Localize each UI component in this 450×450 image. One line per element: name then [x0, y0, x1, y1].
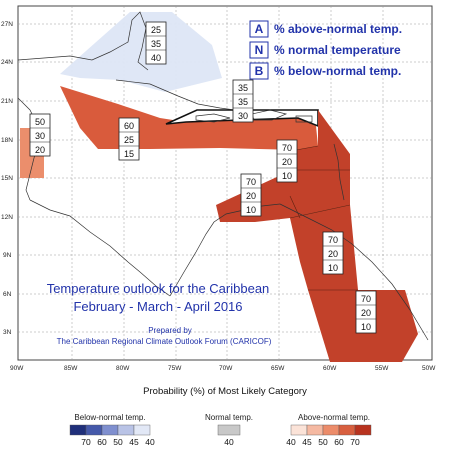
- legend-normal-label: Normal temp.: [205, 413, 253, 422]
- prob-box-bahamas: 25 35 40: [145, 21, 167, 65]
- category-key: A % above-normal temp. N % normal temper…: [249, 20, 402, 80]
- legend-num: 60: [334, 437, 344, 447]
- legend-num: 40: [286, 437, 296, 447]
- legend-num: 70: [81, 437, 91, 447]
- lat-label: 21N: [1, 98, 13, 105]
- legend-below-label: Below-normal temp.: [74, 413, 145, 422]
- prob-above: 70: [282, 143, 292, 153]
- lon-label: 65W: [271, 365, 285, 372]
- lon-label: 70W: [219, 365, 233, 372]
- prob-above: 60: [124, 121, 134, 131]
- legend-num: 60: [97, 437, 107, 447]
- prob-box-greater-antilles: 35 35 30: [232, 79, 254, 123]
- legend-above-label: Above-normal temp.: [298, 413, 370, 422]
- legend-swatch-above-60: [338, 424, 356, 436]
- lat-label: 6N: [3, 291, 12, 298]
- key-n-text: % normal temperature: [274, 43, 401, 57]
- prob-box-western-caribbean: 60 25 15: [118, 117, 140, 161]
- legend-swatch-above-50: [322, 424, 340, 436]
- legend-num: 40: [224, 437, 234, 447]
- legend-swatch-below-50: [101, 424, 119, 436]
- prob-normal: 20: [328, 249, 338, 259]
- prob-box-central-caribbean: 70 20 10: [240, 173, 262, 217]
- lat-label: 24N: [1, 59, 13, 66]
- prob-normal: 30: [35, 131, 45, 141]
- prob-box-belize: 50 30 20: [29, 113, 51, 157]
- lon-label: 75W: [168, 365, 182, 372]
- prob-normal: 20: [246, 191, 256, 201]
- lon-label: 50W: [422, 365, 436, 372]
- lon-label: 85W: [64, 365, 78, 372]
- lat-label: 9N: [3, 252, 12, 259]
- prob-below: 10: [328, 263, 338, 273]
- lat-label: 15N: [1, 175, 13, 182]
- prob-above: 70: [246, 177, 256, 187]
- legend-num: 50: [318, 437, 328, 447]
- legend-swatch-below-60: [85, 424, 103, 436]
- prob-above: 25: [151, 25, 161, 35]
- prob-normal: 20: [282, 157, 292, 167]
- lon-label: 60W: [323, 365, 337, 372]
- prob-below: 10: [282, 171, 292, 181]
- lon-label: 80W: [116, 365, 130, 372]
- prob-below: 20: [35, 145, 45, 155]
- forum-name: The Caribbean Regional Climate Outlook F…: [57, 337, 272, 346]
- prob-below: 15: [124, 149, 134, 159]
- lat-label: 27N: [1, 21, 13, 28]
- lat-label: 12N: [1, 214, 13, 221]
- key-n-letter: N: [255, 43, 264, 57]
- prob-below: 40: [151, 53, 161, 63]
- legend-swatch-below-70: [69, 424, 87, 436]
- prob-box-guianas-north: 70 20 10: [322, 231, 344, 275]
- prob-normal: 25: [124, 135, 134, 145]
- legend-num: 45: [302, 437, 312, 447]
- prob-above: 70: [361, 294, 371, 304]
- prob-normal: 35: [238, 97, 248, 107]
- prob-above: 35: [238, 83, 248, 93]
- prob-below: 30: [238, 111, 248, 121]
- region-lesser-antilles: [292, 110, 350, 170]
- prob-box-lesser-antilles: 70 20 10: [276, 139, 298, 183]
- prob-above: 50: [35, 117, 45, 127]
- lon-label: 90W: [10, 365, 24, 372]
- key-b-letter: B: [255, 64, 264, 78]
- key-a-letter: A: [255, 22, 264, 36]
- lat-label: 18N: [1, 137, 13, 144]
- lat-label: 3N: [3, 329, 12, 336]
- legend-num: 40: [145, 437, 155, 447]
- map-subtitle: February - March - April 2016: [73, 299, 242, 314]
- legend-num: 50: [113, 437, 123, 447]
- prepared-by: Prepared by: [148, 326, 192, 335]
- legend-swatch-above-70: [354, 424, 372, 436]
- prob-above: 70: [328, 235, 338, 245]
- key-b-text: % below-normal temp.: [274, 64, 401, 78]
- prob-normal: 20: [361, 308, 371, 318]
- prob-box-guianas-south: 70 20 10: [355, 290, 377, 334]
- prob-below: 10: [361, 322, 371, 332]
- legend-num: 45: [129, 437, 139, 447]
- legend-swatch-above-40: [290, 424, 308, 436]
- legend-title: Probability (%) of Most Likely Category: [143, 386, 307, 397]
- legend-swatch-above-45: [306, 424, 324, 436]
- longitude-labels: 90W 85W 80W 75W 70W 65W 60W 55W 50W: [10, 365, 436, 372]
- legend-num: 70: [350, 437, 360, 447]
- lon-label: 55W: [375, 365, 389, 372]
- legend: Probability (%) of Most Likely Category …: [69, 386, 372, 447]
- legend-swatch-below-45: [117, 424, 135, 436]
- key-a-text: % above-normal temp.: [274, 22, 402, 36]
- legend-swatch-below-40: [133, 424, 151, 436]
- latitude-labels: 27N 24N 21N 18N 15N 12N 9N 6N 3N: [1, 21, 13, 336]
- prob-below: 10: [246, 205, 256, 215]
- map-title: Temperature outlook for the Caribbean: [47, 281, 270, 296]
- prob-normal: 35: [151, 39, 161, 49]
- legend-swatch-normal-40: [217, 424, 241, 436]
- region-boundaries: [289, 145, 358, 291]
